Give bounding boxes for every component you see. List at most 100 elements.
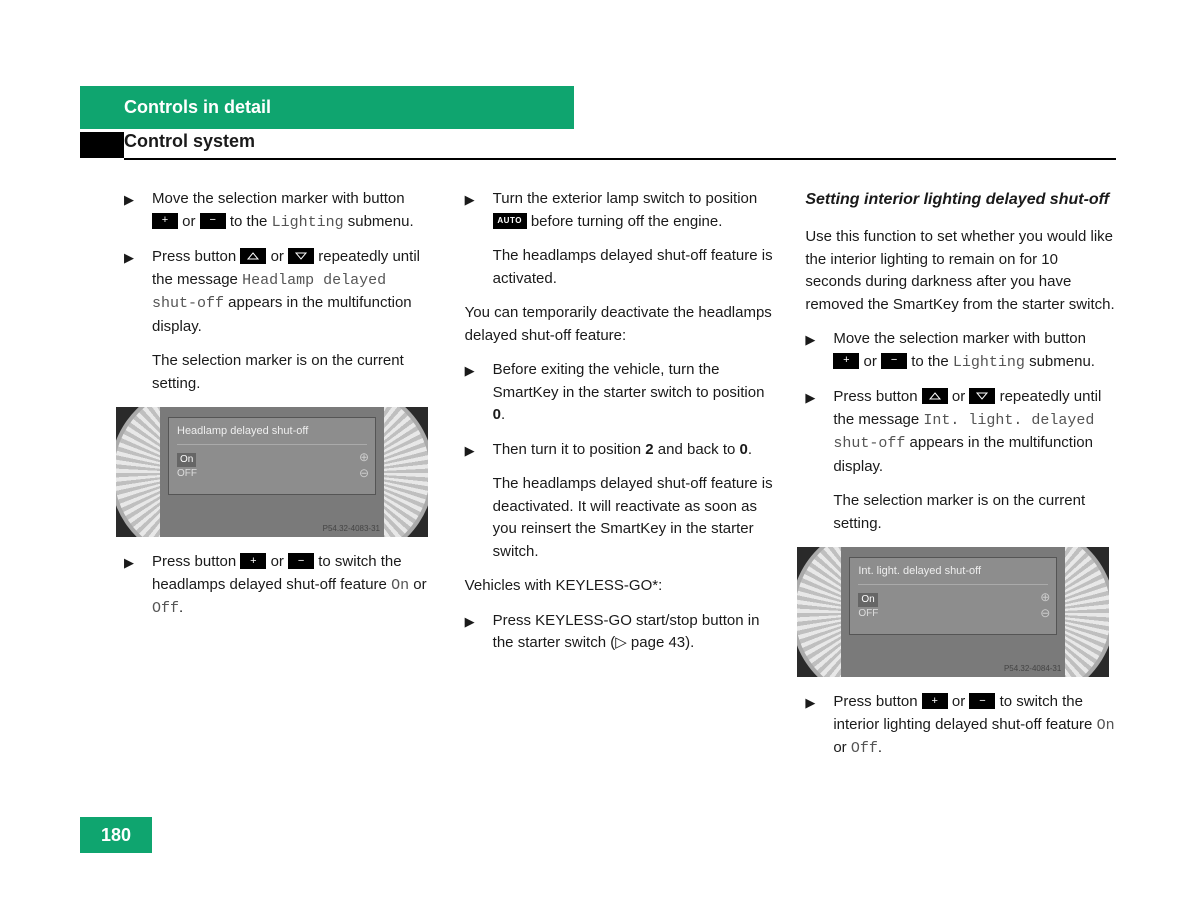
text: . [748, 441, 752, 458]
plus-button-icon: + [240, 553, 266, 569]
text: Turn the exterior lamp switch to positio… [493, 190, 758, 207]
text: before turning off the engine. [531, 213, 723, 230]
step-item: ▶ Move the selection marker with button … [805, 328, 1116, 374]
display-title: Headlamp delayed shut-off [177, 423, 367, 445]
instrument-display-figure: Headlamp delayed shut-off On OFF ⊕⊖ P54.… [116, 407, 428, 537]
chapter-header: Controls in detail [80, 86, 574, 129]
option-on: On [858, 593, 877, 607]
paragraph: The selection marker is on the current s… [805, 490, 1116, 535]
text: and back to [654, 441, 740, 458]
display-screen: Int. light. delayed shut-off On OFF ⊕⊖ P… [841, 547, 1065, 677]
text: Press button [152, 553, 240, 570]
plus-button-icon: + [833, 353, 859, 369]
column-1: ▶ Move the selection marker with button … [124, 188, 435, 773]
option-on: On [177, 453, 196, 467]
text: or [833, 739, 846, 756]
text: . [179, 599, 183, 616]
minus-button-icon: − [881, 353, 907, 369]
text: or [864, 353, 877, 370]
text: or [952, 388, 965, 405]
page-number: 180 [101, 825, 131, 846]
step-arrow-icon: ▶ [465, 190, 475, 210]
position-2: 2 [645, 441, 653, 458]
plus-button-icon: + [922, 693, 948, 709]
text: to the [230, 213, 272, 230]
paragraph: Vehicles with KEYLESS-GO*: [465, 575, 776, 598]
minus-button-icon: − [288, 553, 314, 569]
step-item: ▶ Move the selection marker with button … [124, 188, 435, 234]
gauge-left [116, 407, 160, 537]
text: Press button [833, 693, 921, 710]
section-title: Control system [124, 131, 255, 151]
option-off: OFF [177, 468, 197, 479]
option-off: OFF [858, 608, 878, 619]
step-arrow-icon: ▶ [465, 361, 475, 381]
step-item: ▶ Before exiting the vehicle, turn the S… [465, 359, 776, 427]
menu-name: Lighting [272, 214, 344, 231]
text: or [182, 213, 195, 230]
step-item: ▶ Turn the exterior lamp switch to posit… [465, 188, 776, 233]
text: or [952, 693, 965, 710]
value-on: On [1097, 717, 1115, 734]
instrument-display-figure: Int. light. delayed shut-off On OFF ⊕⊖ P… [797, 547, 1109, 677]
step-arrow-icon: ▶ [124, 553, 134, 573]
figure-code: P54.32-4084-31 [1004, 663, 1061, 675]
text: Move the selection marker with button [152, 190, 405, 207]
text: or [271, 248, 284, 265]
text: Press button [833, 388, 921, 405]
step-arrow-icon: ▶ [124, 248, 134, 268]
paragraph: The headlamps delayed shut-off feature i… [465, 473, 776, 563]
text: or [271, 553, 284, 570]
subsection-heading: Setting interior lighting delayed shut-o… [805, 188, 1116, 212]
step-arrow-icon: ▶ [805, 330, 815, 350]
step-item: ▶ Press button + or − to switch the head… [124, 551, 435, 621]
gauge-right [1065, 547, 1109, 677]
page-number-box: 180 [80, 817, 152, 853]
up-button-icon [240, 248, 266, 264]
step-item: ▶ Press button or repeatedly until the m… [805, 386, 1116, 478]
text: to the [911, 353, 953, 370]
value-on: On [391, 577, 409, 594]
step-arrow-icon: ▶ [465, 612, 475, 632]
text: Move the selection marker with button [833, 330, 1086, 347]
step-item: ▶ Press button + or − to switch the inte… [805, 691, 1116, 761]
figure-code: P54.32-4083-31 [323, 523, 380, 535]
up-button-icon [922, 388, 948, 404]
display-title: Int. light. delayed shut-off [858, 563, 1048, 585]
step-arrow-icon: ▶ [805, 693, 815, 713]
position-0: 0 [740, 441, 748, 458]
paragraph: Use this function to set whether you wou… [805, 226, 1116, 316]
text: . [878, 739, 882, 756]
section-header: Control system [124, 131, 1116, 160]
text: . [501, 406, 505, 423]
minus-button-icon: − [969, 693, 995, 709]
step-arrow-icon: ▶ [805, 388, 815, 408]
step-item: ▶ Then turn it to position 2 and back to… [465, 439, 776, 462]
display-options: On OFF [858, 593, 1048, 621]
text: submenu. [1025, 353, 1095, 370]
step-item: ▶ Press button or repeatedly until the m… [124, 246, 435, 338]
chapter-title: Controls in detail [124, 97, 271, 118]
position-0: 0 [493, 406, 501, 423]
text: Press button [152, 248, 240, 265]
text: submenu. [344, 213, 414, 230]
text: Then turn it to position [493, 441, 646, 458]
page-ref-icon: ▷ [615, 634, 627, 651]
paragraph: You can temporarily deactivate the headl… [465, 302, 776, 347]
plus-minus-icon: ⊕⊖ [1040, 590, 1050, 621]
gauge-left [797, 547, 841, 677]
gauge-right [384, 407, 428, 537]
text: page 43). [627, 634, 695, 651]
text: or [413, 576, 426, 593]
plus-button-icon: + [152, 213, 178, 229]
content-columns: ▶ Move the selection marker with button … [124, 188, 1116, 773]
step-arrow-icon: ▶ [124, 190, 134, 210]
plus-minus-icon: ⊕⊖ [359, 450, 369, 481]
auto-button-icon: AUTO [493, 213, 527, 229]
page-edge-tab [80, 132, 124, 158]
display-options: On OFF [177, 453, 367, 481]
menu-name: Lighting [953, 354, 1025, 371]
value-off: Off [152, 600, 179, 617]
text: Before exiting the vehicle, turn the Sma… [493, 361, 765, 401]
step-arrow-icon: ▶ [465, 441, 475, 461]
